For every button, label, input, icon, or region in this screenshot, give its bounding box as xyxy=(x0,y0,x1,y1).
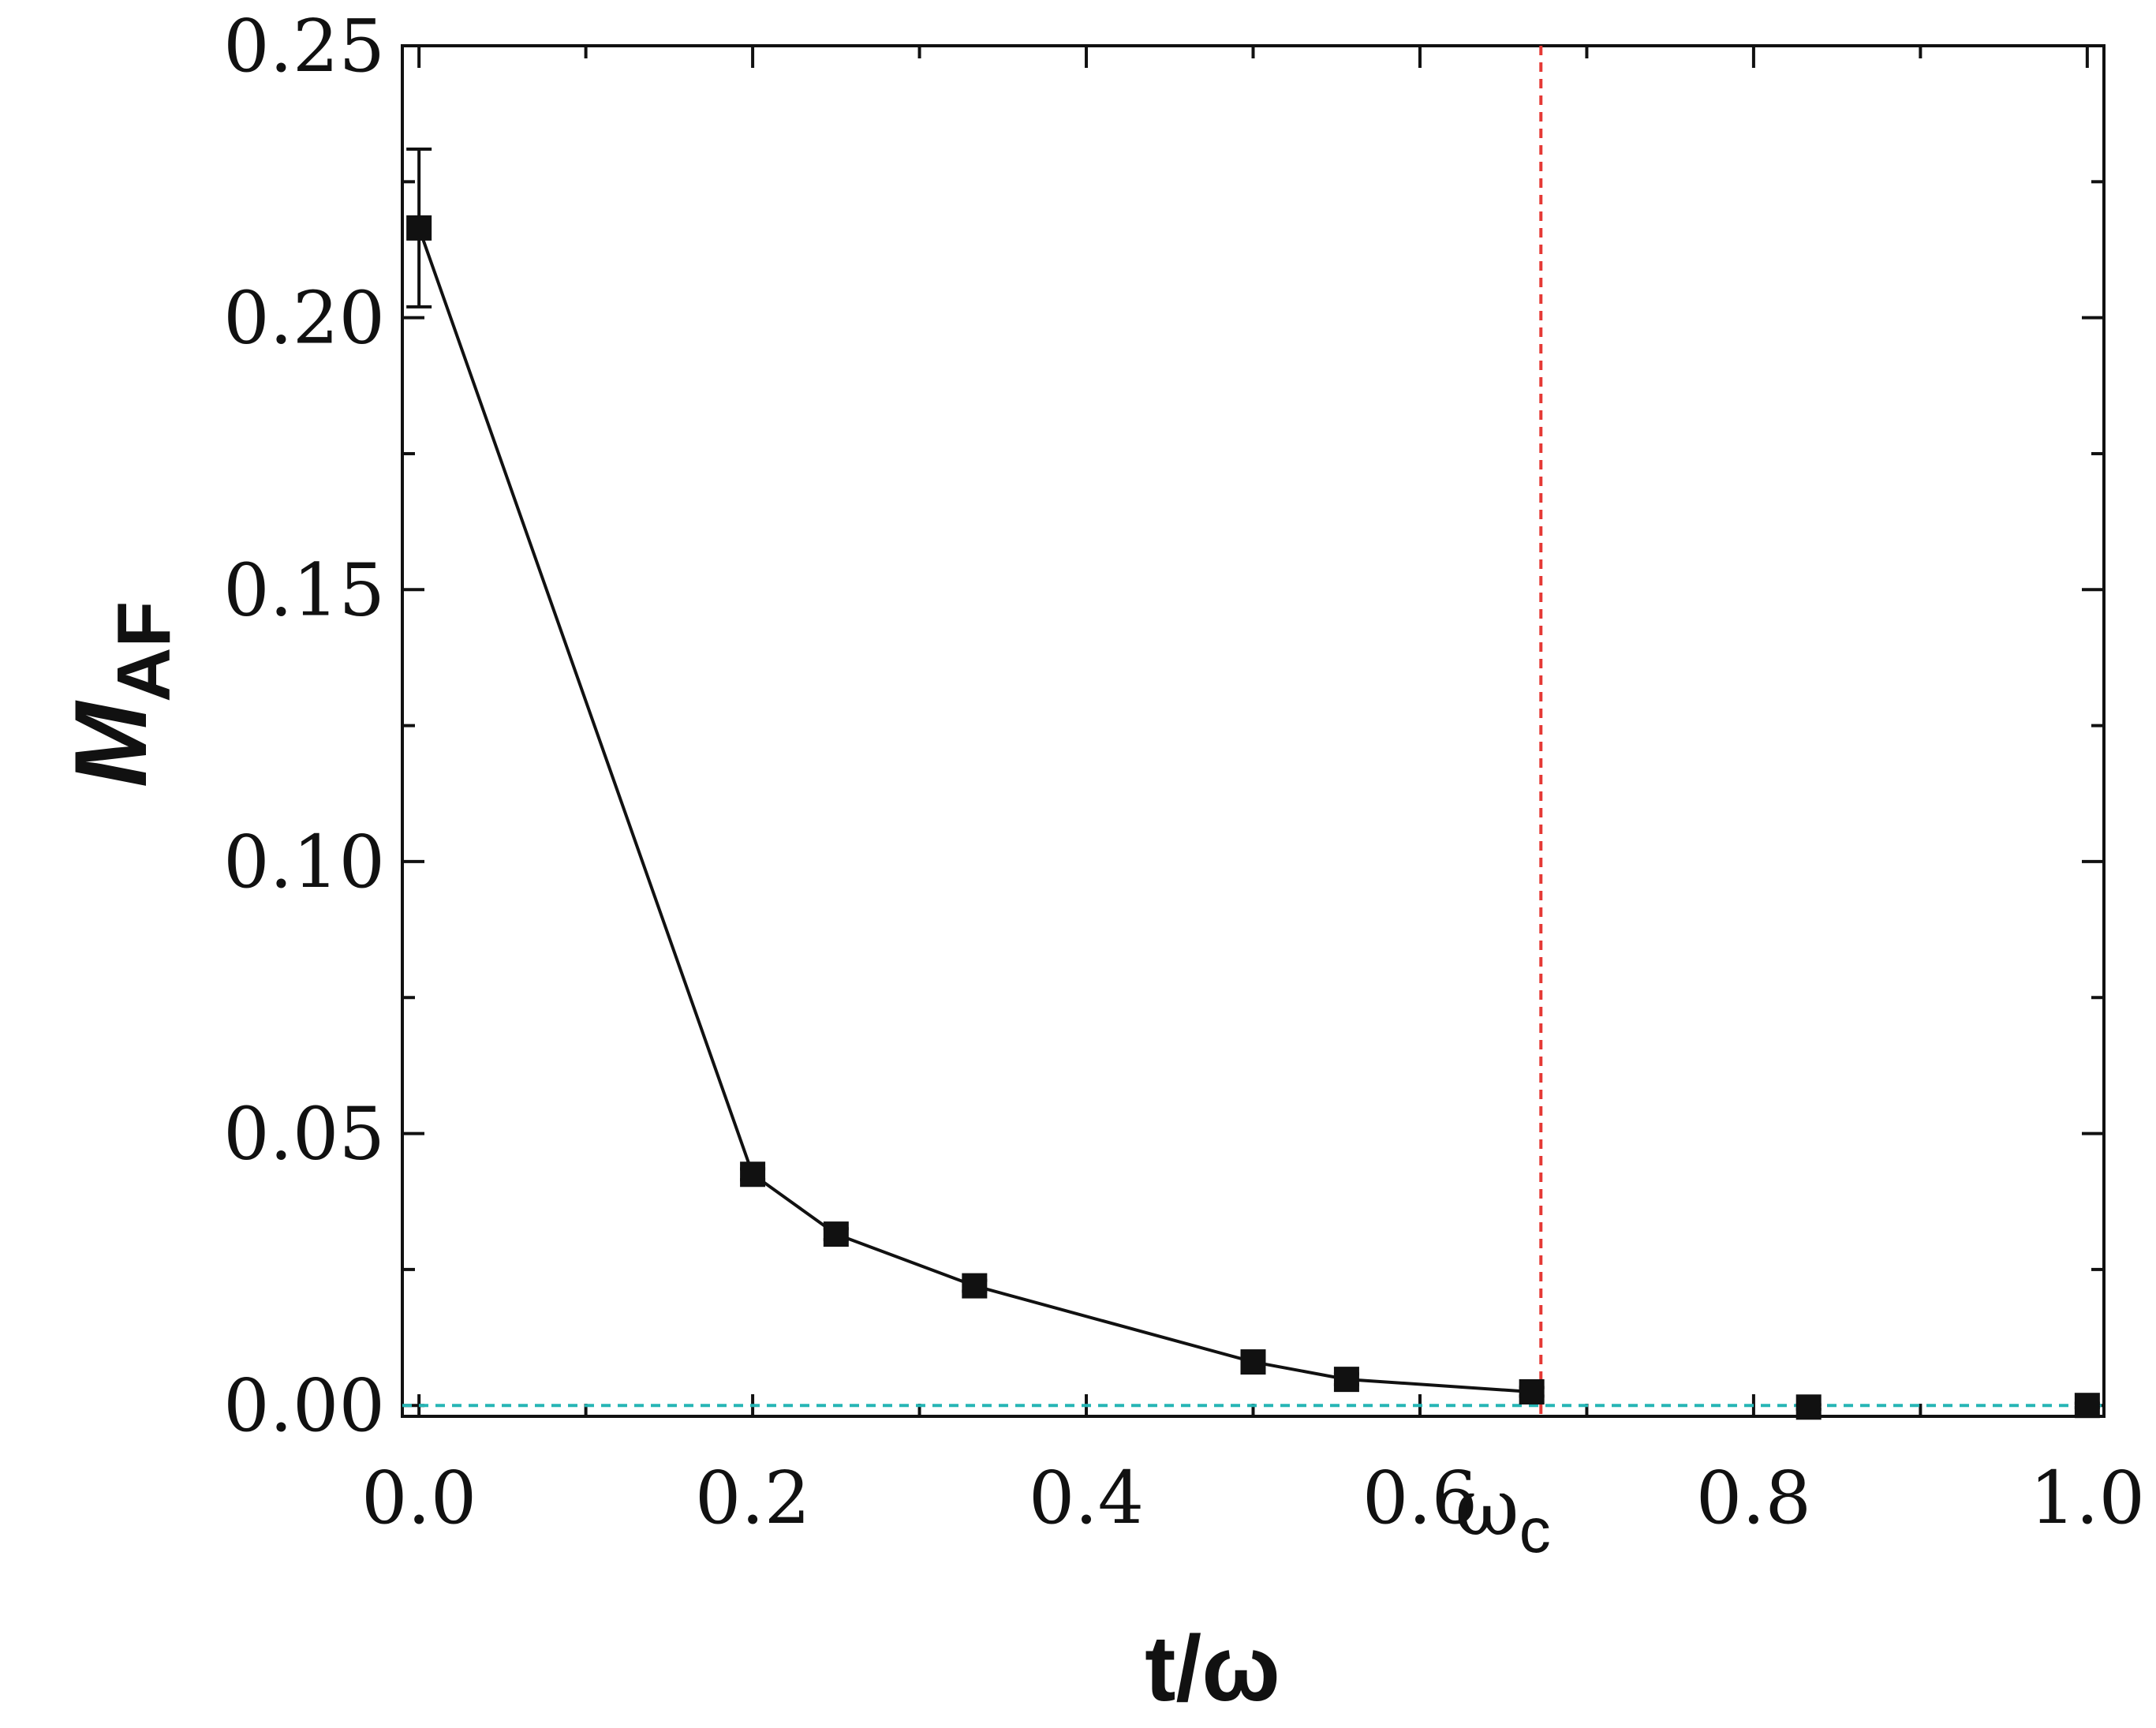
data-point xyxy=(2074,1393,2100,1419)
series-line xyxy=(417,227,1532,1393)
data-point xyxy=(740,1161,766,1188)
y-tick-label: 0.00 xyxy=(223,1363,385,1448)
data-point xyxy=(1795,1394,1822,1420)
y-tick-label: 0.05 xyxy=(223,1092,385,1176)
data-point xyxy=(1519,1378,1545,1404)
reference-lines xyxy=(402,46,2104,1416)
critical-point-main: ω xyxy=(1455,1461,1519,1554)
y-tick-labels: 0.00 0.05 0.10 0.15 0.20 0.25 xyxy=(223,4,385,1448)
y-tick-label: 0.25 xyxy=(223,4,385,88)
x-tick-label: 0.4 xyxy=(1029,1456,1144,1540)
x-axis-title: t/ω xyxy=(1145,1617,1280,1721)
data-point xyxy=(1240,1349,1266,1375)
y-axis-title-main: M xyxy=(53,700,168,787)
data-point xyxy=(823,1221,849,1247)
critical-point-sub: c xyxy=(1519,1495,1551,1565)
y-axis-title-sub: AF xyxy=(102,601,186,702)
x-tick-label: 0.6 xyxy=(1362,1456,1478,1540)
y-tick-label: 0.20 xyxy=(223,276,385,361)
data-series xyxy=(406,147,2100,1420)
y-tick-label: 0.10 xyxy=(223,820,385,904)
axis-ticks xyxy=(402,44,2104,1416)
svg-text:MAF: MAF xyxy=(53,601,186,787)
x-tick-label: 0.2 xyxy=(695,1456,810,1540)
x-tick-labels: 0.0 0.2 0.4 0.6 0.8 1.0 xyxy=(361,1456,2145,1540)
y-tick-label: 0.15 xyxy=(223,548,385,632)
x-tick-label: 1.0 xyxy=(2030,1456,2145,1540)
plot-frame xyxy=(401,44,2106,1418)
data-point xyxy=(1333,1367,1359,1393)
x-tick-label: 0.8 xyxy=(1696,1456,1811,1540)
x-tick-label: 0.0 xyxy=(361,1456,476,1540)
data-point xyxy=(406,215,432,241)
data-point xyxy=(962,1273,988,1299)
y-axis-title: MAF xyxy=(53,601,186,787)
critical-point-label: ωc xyxy=(1455,1461,1551,1565)
